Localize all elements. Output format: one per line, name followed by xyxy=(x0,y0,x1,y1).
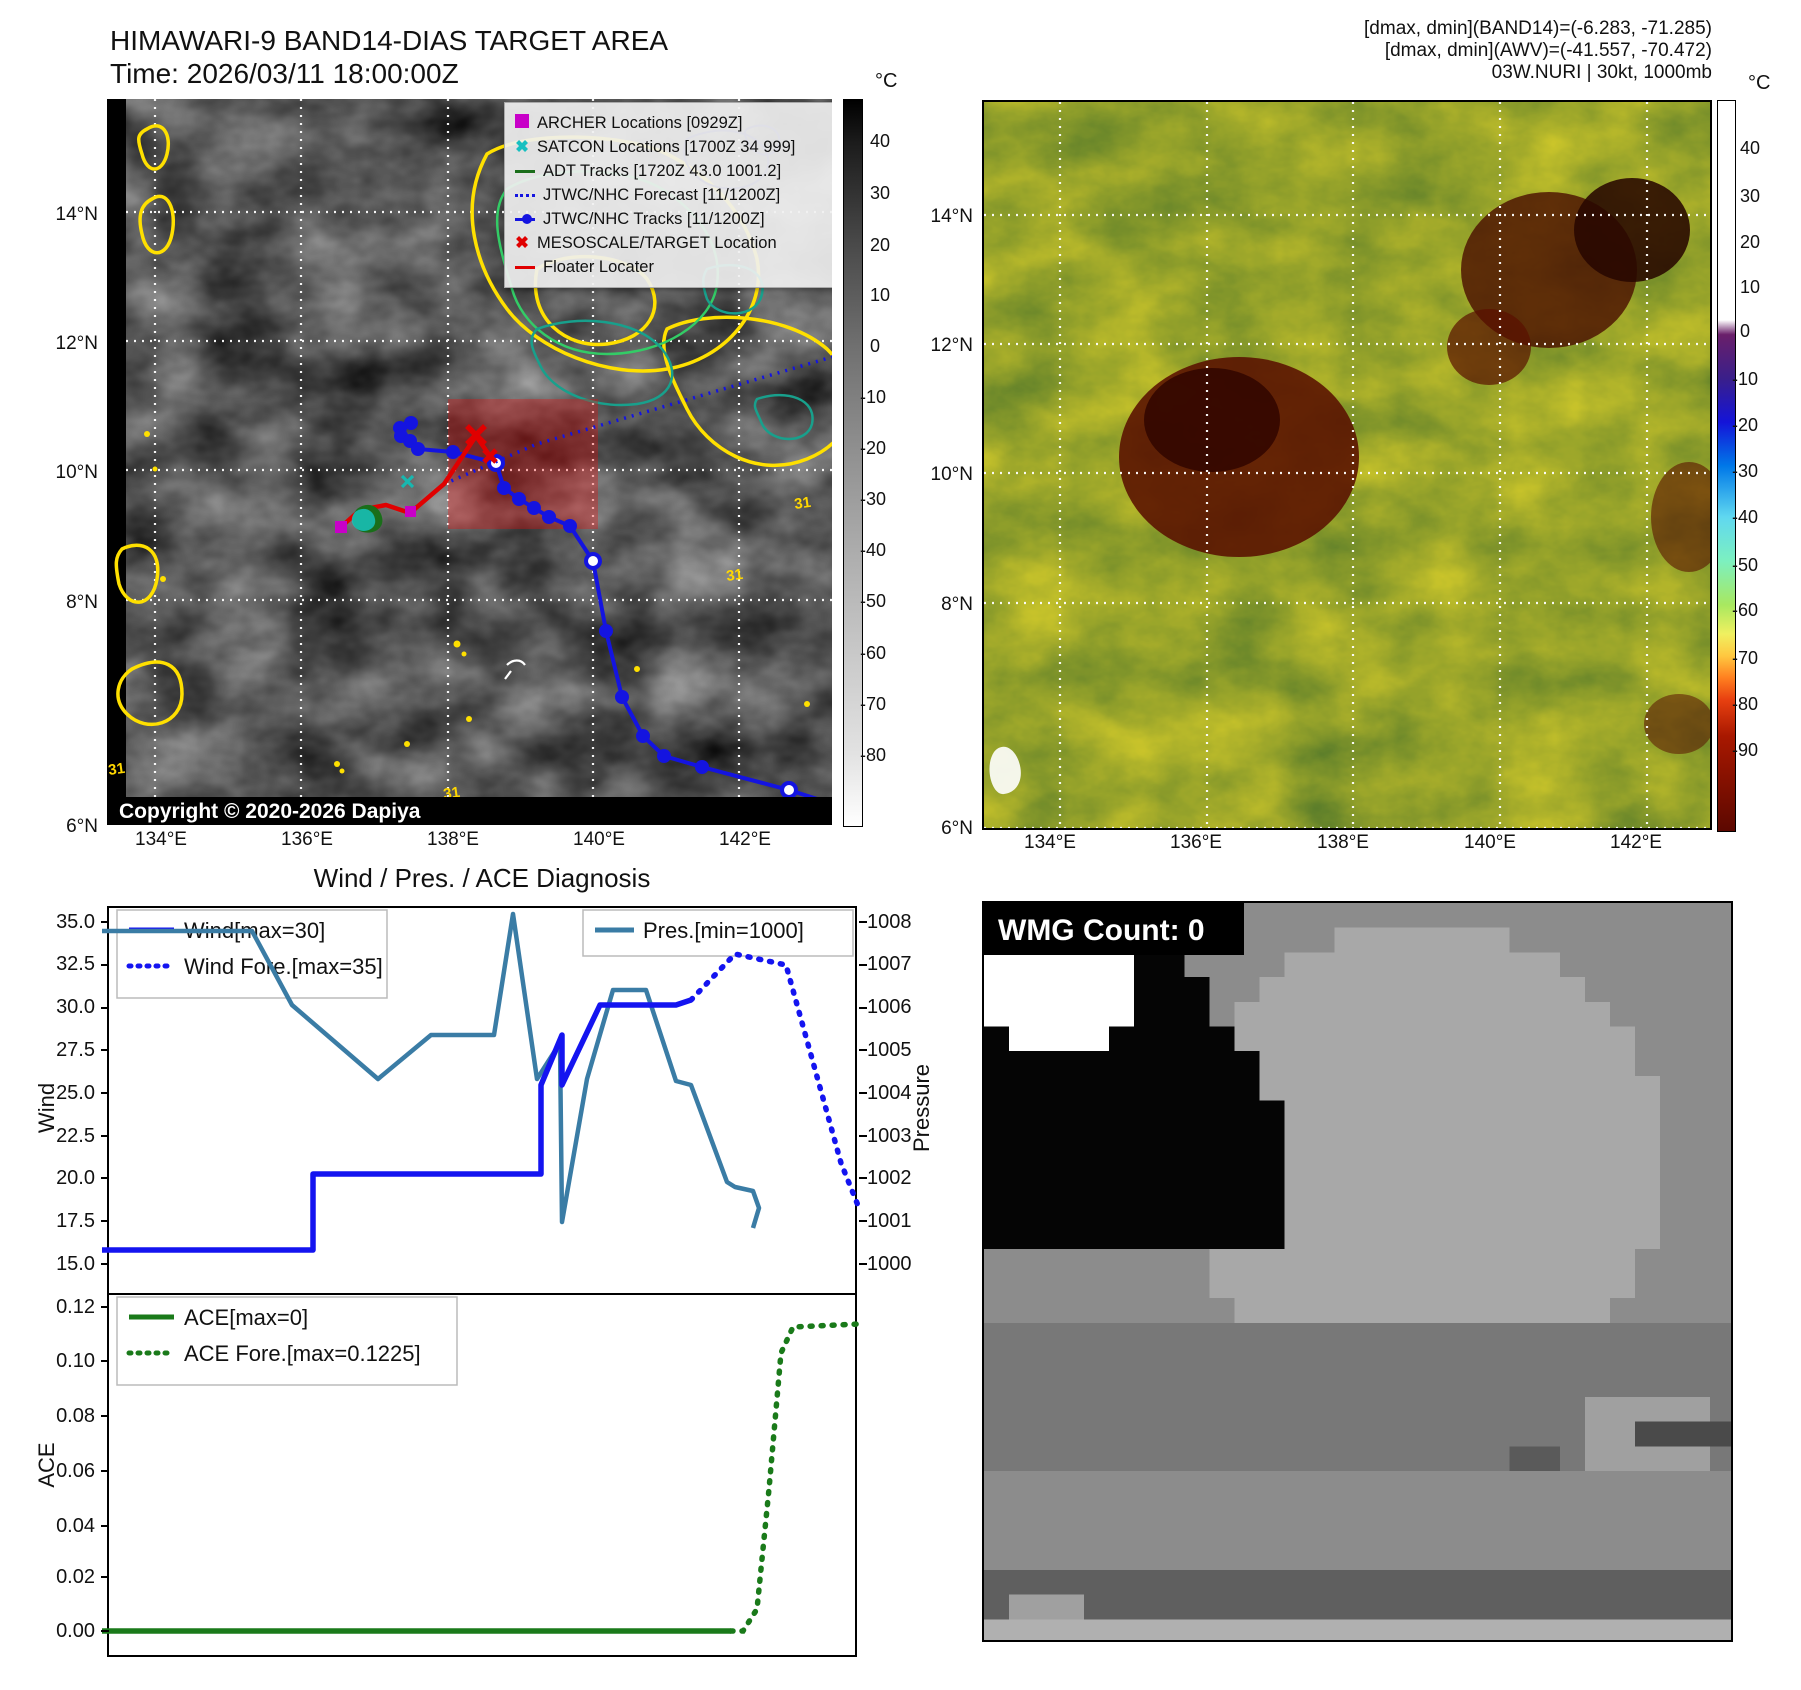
svg-text:15.0: 15.0 xyxy=(56,1253,95,1275)
svg-text:1004: 1004 xyxy=(867,1082,912,1104)
svg-text:20.0: 20.0 xyxy=(56,1167,95,1189)
svg-text:1006: 1006 xyxy=(867,996,912,1018)
svg-text:0.04: 0.04 xyxy=(56,1515,95,1537)
svg-text:1000: 1000 xyxy=(867,1253,912,1275)
svg-text:32.5: 32.5 xyxy=(56,953,95,975)
svg-text:25.0: 25.0 xyxy=(56,1082,95,1104)
svg-text:1002: 1002 xyxy=(867,1167,912,1189)
svg-text:1001: 1001 xyxy=(867,1210,912,1232)
svg-text:0.08: 0.08 xyxy=(56,1405,95,1427)
svg-text:Pressure: Pressure xyxy=(909,1064,934,1152)
svg-text:22.5: 22.5 xyxy=(56,1125,95,1147)
svg-text:1008: 1008 xyxy=(867,911,912,933)
svg-text:ACE: ACE xyxy=(34,1442,59,1487)
svg-text:0.00: 0.00 xyxy=(56,1620,95,1642)
svg-text:31: 31 xyxy=(725,566,744,585)
svg-text:0.12: 0.12 xyxy=(56,1296,95,1318)
svg-text:Wind: Wind xyxy=(34,1083,59,1133)
svg-text:1003: 1003 xyxy=(867,1125,912,1147)
svg-text:27.5: 27.5 xyxy=(56,1039,95,1061)
svg-text:0.02: 0.02 xyxy=(56,1566,95,1588)
svg-text:1007: 1007 xyxy=(867,953,912,975)
svg-text:ACE[max=0]: ACE[max=0] xyxy=(184,1305,308,1330)
svg-text:Pres.[min=1000]: Pres.[min=1000] xyxy=(643,918,804,943)
svg-text:35.0: 35.0 xyxy=(56,911,95,933)
svg-text:0.06: 0.06 xyxy=(56,1460,95,1482)
svg-text:31: 31 xyxy=(793,494,812,513)
svg-text:Copyright © 2020-2026 Dapiya: Copyright © 2020-2026 Dapiya xyxy=(119,800,421,823)
svg-text:0.10: 0.10 xyxy=(56,1350,95,1372)
svg-text:Wind Fore.[max=35]: Wind Fore.[max=35] xyxy=(184,954,383,979)
svg-text:WMG Count: 0: WMG Count: 0 xyxy=(998,914,1205,947)
svg-text:1005: 1005 xyxy=(867,1039,912,1061)
svg-text:ACE Fore.[max=0.1225]: ACE Fore.[max=0.1225] xyxy=(184,1341,421,1366)
svg-text:17.5: 17.5 xyxy=(56,1210,95,1232)
svg-text:31: 31 xyxy=(107,760,126,779)
svg-text:30.0: 30.0 xyxy=(56,996,95,1018)
